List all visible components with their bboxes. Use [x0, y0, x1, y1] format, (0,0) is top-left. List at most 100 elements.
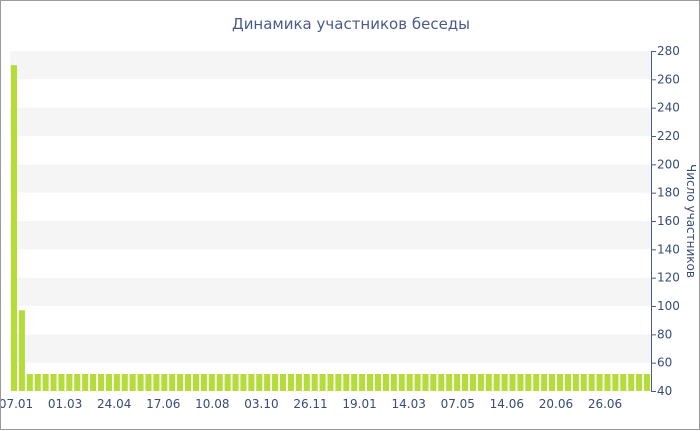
bar	[208, 374, 215, 391]
grid-band	[10, 249, 651, 278]
bar	[359, 374, 366, 391]
y-tick-label: 220	[657, 129, 680, 143]
bar	[572, 374, 579, 391]
bar	[612, 374, 619, 391]
bar	[469, 374, 477, 391]
x-tick-label: 26.06	[588, 397, 622, 411]
x-tick-label: 07.01	[1, 397, 33, 411]
bar	[580, 374, 587, 391]
x-axis-ticks: 07.01 01.03 24.04 17.06 10.08 03.10 26.11 19.01…	[1, 397, 622, 411]
x-tick-label: 20.06	[539, 397, 573, 411]
y-tick-label: 240	[657, 101, 680, 115]
grid-band	[10, 79, 651, 108]
bar	[200, 374, 207, 391]
x-tick-label: 07.05	[441, 397, 475, 411]
bar	[430, 374, 437, 391]
bar	[113, 374, 120, 391]
bar	[549, 374, 556, 391]
bar	[477, 374, 484, 391]
bar	[351, 374, 358, 391]
bar	[414, 374, 421, 391]
bar	[303, 374, 310, 391]
y-tick-label: 80	[657, 327, 672, 341]
bar	[50, 374, 57, 391]
grid-band	[10, 51, 651, 80]
bar	[485, 374, 492, 391]
bar	[129, 374, 136, 391]
bar	[564, 374, 571, 391]
bar	[184, 374, 192, 391]
bar	[406, 374, 413, 391]
bar	[382, 374, 389, 391]
bars	[10, 65, 651, 392]
bar	[438, 374, 445, 391]
bar	[279, 374, 287, 391]
bar	[161, 374, 168, 391]
bar	[367, 374, 374, 391]
grid-band	[10, 107, 651, 136]
y-tick-label: 260	[657, 72, 680, 86]
bar	[74, 374, 81, 391]
bar	[192, 374, 200, 391]
x-tick-label: 03.10	[244, 397, 278, 411]
bar	[335, 374, 342, 391]
bar	[264, 374, 271, 391]
x-tick-label: 24.04	[97, 397, 131, 411]
bar	[97, 374, 105, 391]
x-tick-label: 14.03	[391, 397, 425, 411]
bar	[319, 374, 326, 391]
grid-band	[10, 136, 651, 165]
bar	[18, 310, 25, 391]
bar	[493, 374, 500, 391]
y-axis-ticks: 40 60 80 100 120 140 160 180 200 220 240 260 280	[651, 44, 680, 398]
bar	[256, 374, 263, 391]
x-tick-label: 26.11	[293, 397, 327, 411]
grid-band	[10, 221, 651, 250]
bar	[390, 374, 397, 391]
bar	[604, 374, 611, 391]
bar	[58, 374, 65, 391]
bar	[26, 374, 33, 391]
y-tick-label: 200	[657, 157, 680, 171]
bar	[422, 374, 429, 391]
bar	[272, 374, 279, 391]
bar	[90, 374, 97, 391]
y-axis-label: Число участников	[684, 164, 698, 278]
bar	[533, 374, 540, 391]
bar	[169, 374, 176, 391]
y-tick-label: 60	[657, 356, 672, 370]
y-tick-label: 100	[657, 299, 680, 313]
bar	[343, 374, 350, 391]
bar	[311, 374, 318, 391]
bar	[248, 374, 255, 391]
x-tick-label: 17.06	[146, 397, 180, 411]
bar	[224, 374, 231, 391]
bar	[517, 374, 524, 391]
bar	[446, 374, 453, 391]
bar	[588, 374, 595, 391]
y-tick-label: 280	[657, 44, 680, 58]
bar	[525, 374, 532, 391]
y-tick-label: 180	[657, 186, 680, 200]
bar	[216, 374, 223, 391]
bar	[501, 374, 508, 391]
y-tick-label: 120	[657, 271, 680, 285]
bar	[454, 374, 461, 391]
bar	[461, 374, 469, 391]
bar	[82, 374, 89, 391]
bar	[105, 374, 112, 391]
bar	[232, 374, 239, 391]
bar	[327, 374, 334, 391]
y-tick-label: 160	[657, 214, 680, 228]
chart-title: Динамика участников беседы	[232, 15, 470, 33]
bar	[66, 374, 73, 391]
grid-band	[10, 277, 651, 306]
grid-band	[10, 334, 651, 363]
bar	[145, 374, 152, 391]
bar	[287, 374, 294, 391]
grid-band	[10, 164, 651, 193]
grid-band	[10, 306, 651, 335]
x-tick-label: 19.01	[342, 397, 376, 411]
